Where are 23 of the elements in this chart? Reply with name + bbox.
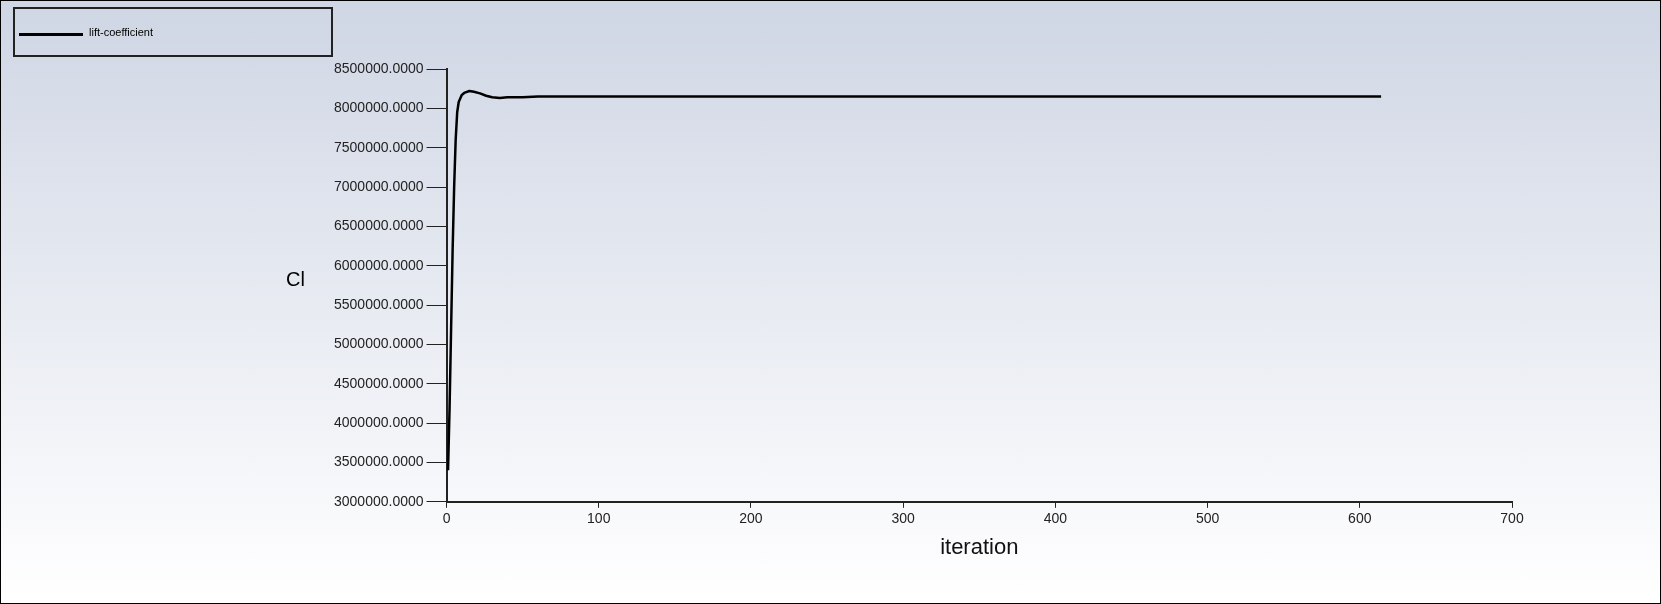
y-tick-label: 3000000.0000: [333, 492, 424, 509]
y-tick-label: 4000000.0000: [333, 413, 424, 430]
y-tick-label: 4500000.0000: [333, 374, 424, 391]
y-tick-label: 8000000.0000: [333, 99, 424, 116]
y-tick-label: 6000000.0000: [333, 256, 424, 273]
x-tick-label: 0: [442, 510, 451, 527]
y-tick-label: 5500000.0000: [333, 295, 424, 312]
y-axis-title: Cl: [286, 268, 305, 291]
y-tick-label: 8500000.0000: [333, 59, 424, 76]
y-tick-label: 5000000.0000: [333, 335, 424, 352]
x-tick-label: 600: [1348, 510, 1372, 527]
x-axis-title: iteration: [940, 533, 1019, 559]
y-tick-label: 6500000.0000: [333, 217, 424, 234]
y-tick-label: 7000000.0000: [333, 177, 424, 194]
x-tick-label: 300: [891, 510, 916, 527]
x-tick-label: 700: [1500, 510, 1524, 527]
text: lift-coefficient: [89, 26, 153, 38]
x-tick-label: 500: [1195, 510, 1220, 527]
x-tick-label: 100: [587, 510, 611, 527]
y-tick-label: 7500000.0000: [333, 138, 424, 155]
x-tick-label: 200: [739, 510, 763, 527]
x-tick-label: 400: [1043, 510, 1068, 527]
y-tick-label: 3500000.0000: [333, 453, 424, 470]
